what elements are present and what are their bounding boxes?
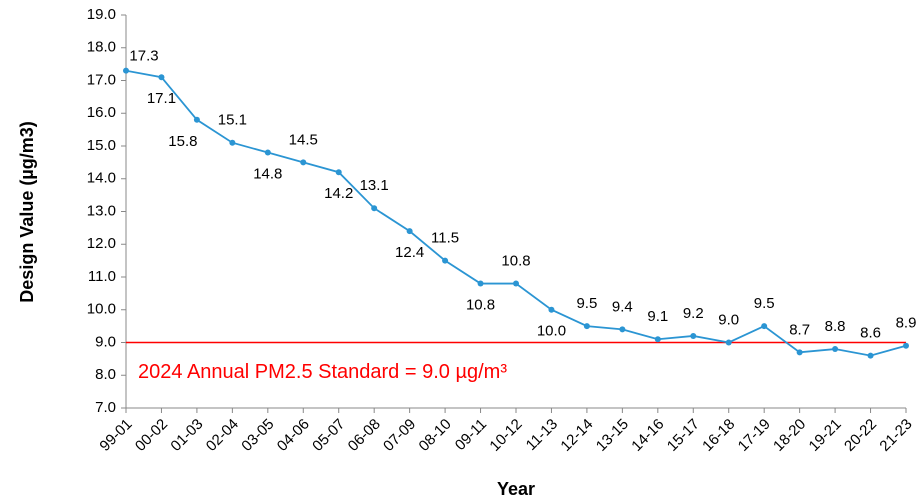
value-label: 9.5	[576, 295, 597, 312]
value-label: 14.5	[289, 131, 318, 148]
y-tick-label: 15.0	[87, 137, 116, 154]
data-point	[513, 280, 519, 287]
data-point	[371, 205, 378, 212]
value-label: 14.8	[253, 166, 282, 183]
value-label: 17.3	[129, 48, 158, 65]
y-tick-label: 19.0	[87, 6, 116, 23]
x-tick-label: 99-01	[96, 416, 135, 455]
data-point	[796, 349, 803, 356]
x-tick-label: 02-04	[203, 416, 242, 455]
y-tick-label: 17.0	[87, 71, 116, 88]
value-label: 8.8	[825, 318, 846, 335]
value-label: 8.6	[860, 325, 881, 342]
value-label: 11.5	[431, 230, 459, 247]
y-tick-label: 12.0	[87, 235, 116, 252]
y-tick-label: 13.0	[87, 202, 116, 219]
data-point	[761, 323, 768, 330]
y-tick-label: 14.0	[87, 170, 116, 187]
x-tick-label: 05-07	[309, 416, 348, 455]
value-label: 9.0	[718, 311, 739, 328]
data-point	[690, 332, 697, 339]
data-point	[619, 326, 626, 333]
x-tick-label: 07-09	[380, 416, 419, 455]
x-tick-label: 00-02	[132, 416, 171, 455]
data-point	[193, 116, 200, 123]
x-tick-label: 13-15	[593, 416, 632, 455]
x-tick-label: 09-11	[452, 416, 490, 454]
y-tick-label: 16.0	[87, 104, 116, 121]
data-point	[548, 306, 555, 313]
y-tick-label: 8.0	[95, 366, 116, 383]
x-tick-label: 17-19	[735, 416, 774, 455]
data-point	[903, 342, 909, 349]
y-tick-label: 9.0	[95, 333, 116, 350]
data-point	[442, 257, 449, 264]
data-point	[229, 139, 236, 146]
data-point	[867, 352, 874, 359]
value-label: 14.2	[324, 185, 353, 202]
data-point	[406, 228, 413, 235]
value-label: 9.2	[683, 305, 704, 322]
value-label: 9.4	[612, 298, 633, 315]
x-tick-label: 21-23	[876, 416, 915, 455]
y-tick-label: 18.0	[87, 39, 116, 56]
x-tick-label: 20-22	[841, 416, 880, 455]
y-tick-label: 10.0	[87, 301, 116, 318]
value-label: 9.1	[647, 308, 668, 325]
x-tick-label: 01-03	[167, 416, 206, 455]
value-label: 12.4	[395, 244, 424, 261]
value-label: 8.9	[896, 315, 917, 332]
reference-label: 2024 Annual PM2.5 Standard = 9.0 µg/m³	[138, 361, 507, 383]
x-tick-label: 14-16	[628, 416, 667, 455]
data-point	[300, 159, 307, 166]
x-tick-label: 19-21	[806, 416, 845, 455]
y-axis-label: Design Value (µg/m3)	[17, 121, 37, 302]
data-point	[583, 323, 590, 330]
value-label: 8.7	[789, 321, 810, 338]
x-tick-label: 06-08	[345, 416, 384, 455]
data-point	[158, 74, 165, 81]
value-label: 10.8	[466, 297, 495, 314]
x-tick-label: 18-20	[770, 416, 809, 455]
value-label: 10.8	[501, 253, 530, 270]
data-point	[123, 67, 129, 74]
value-label: 15.1	[218, 112, 247, 129]
value-label: 15.8	[168, 133, 197, 150]
data-point	[725, 339, 732, 346]
data-point	[832, 346, 839, 353]
x-tick-label: 03-05	[238, 416, 277, 455]
x-tick-label: 10-12	[486, 416, 525, 455]
y-tick-label: 7.0	[95, 399, 116, 416]
x-tick-label: 08-10	[416, 416, 455, 455]
x-tick-label: 11-13	[523, 416, 561, 454]
data-point	[654, 336, 661, 343]
data-point	[335, 169, 342, 176]
value-label: 9.5	[754, 295, 775, 312]
y-tick-label: 11.0	[88, 268, 116, 285]
x-tick-label: 04-06	[274, 416, 313, 455]
data-point	[264, 149, 271, 156]
data-point	[477, 280, 484, 287]
x-tick-label: 15-17	[664, 416, 703, 455]
value-label: 17.1	[147, 90, 176, 107]
x-axis-label: Year	[497, 479, 535, 499]
value-label: 13.1	[360, 177, 389, 194]
x-tick-label: 12-14	[557, 416, 596, 455]
value-label: 10.0	[537, 323, 566, 340]
x-tick-label: 16-18	[699, 416, 738, 455]
